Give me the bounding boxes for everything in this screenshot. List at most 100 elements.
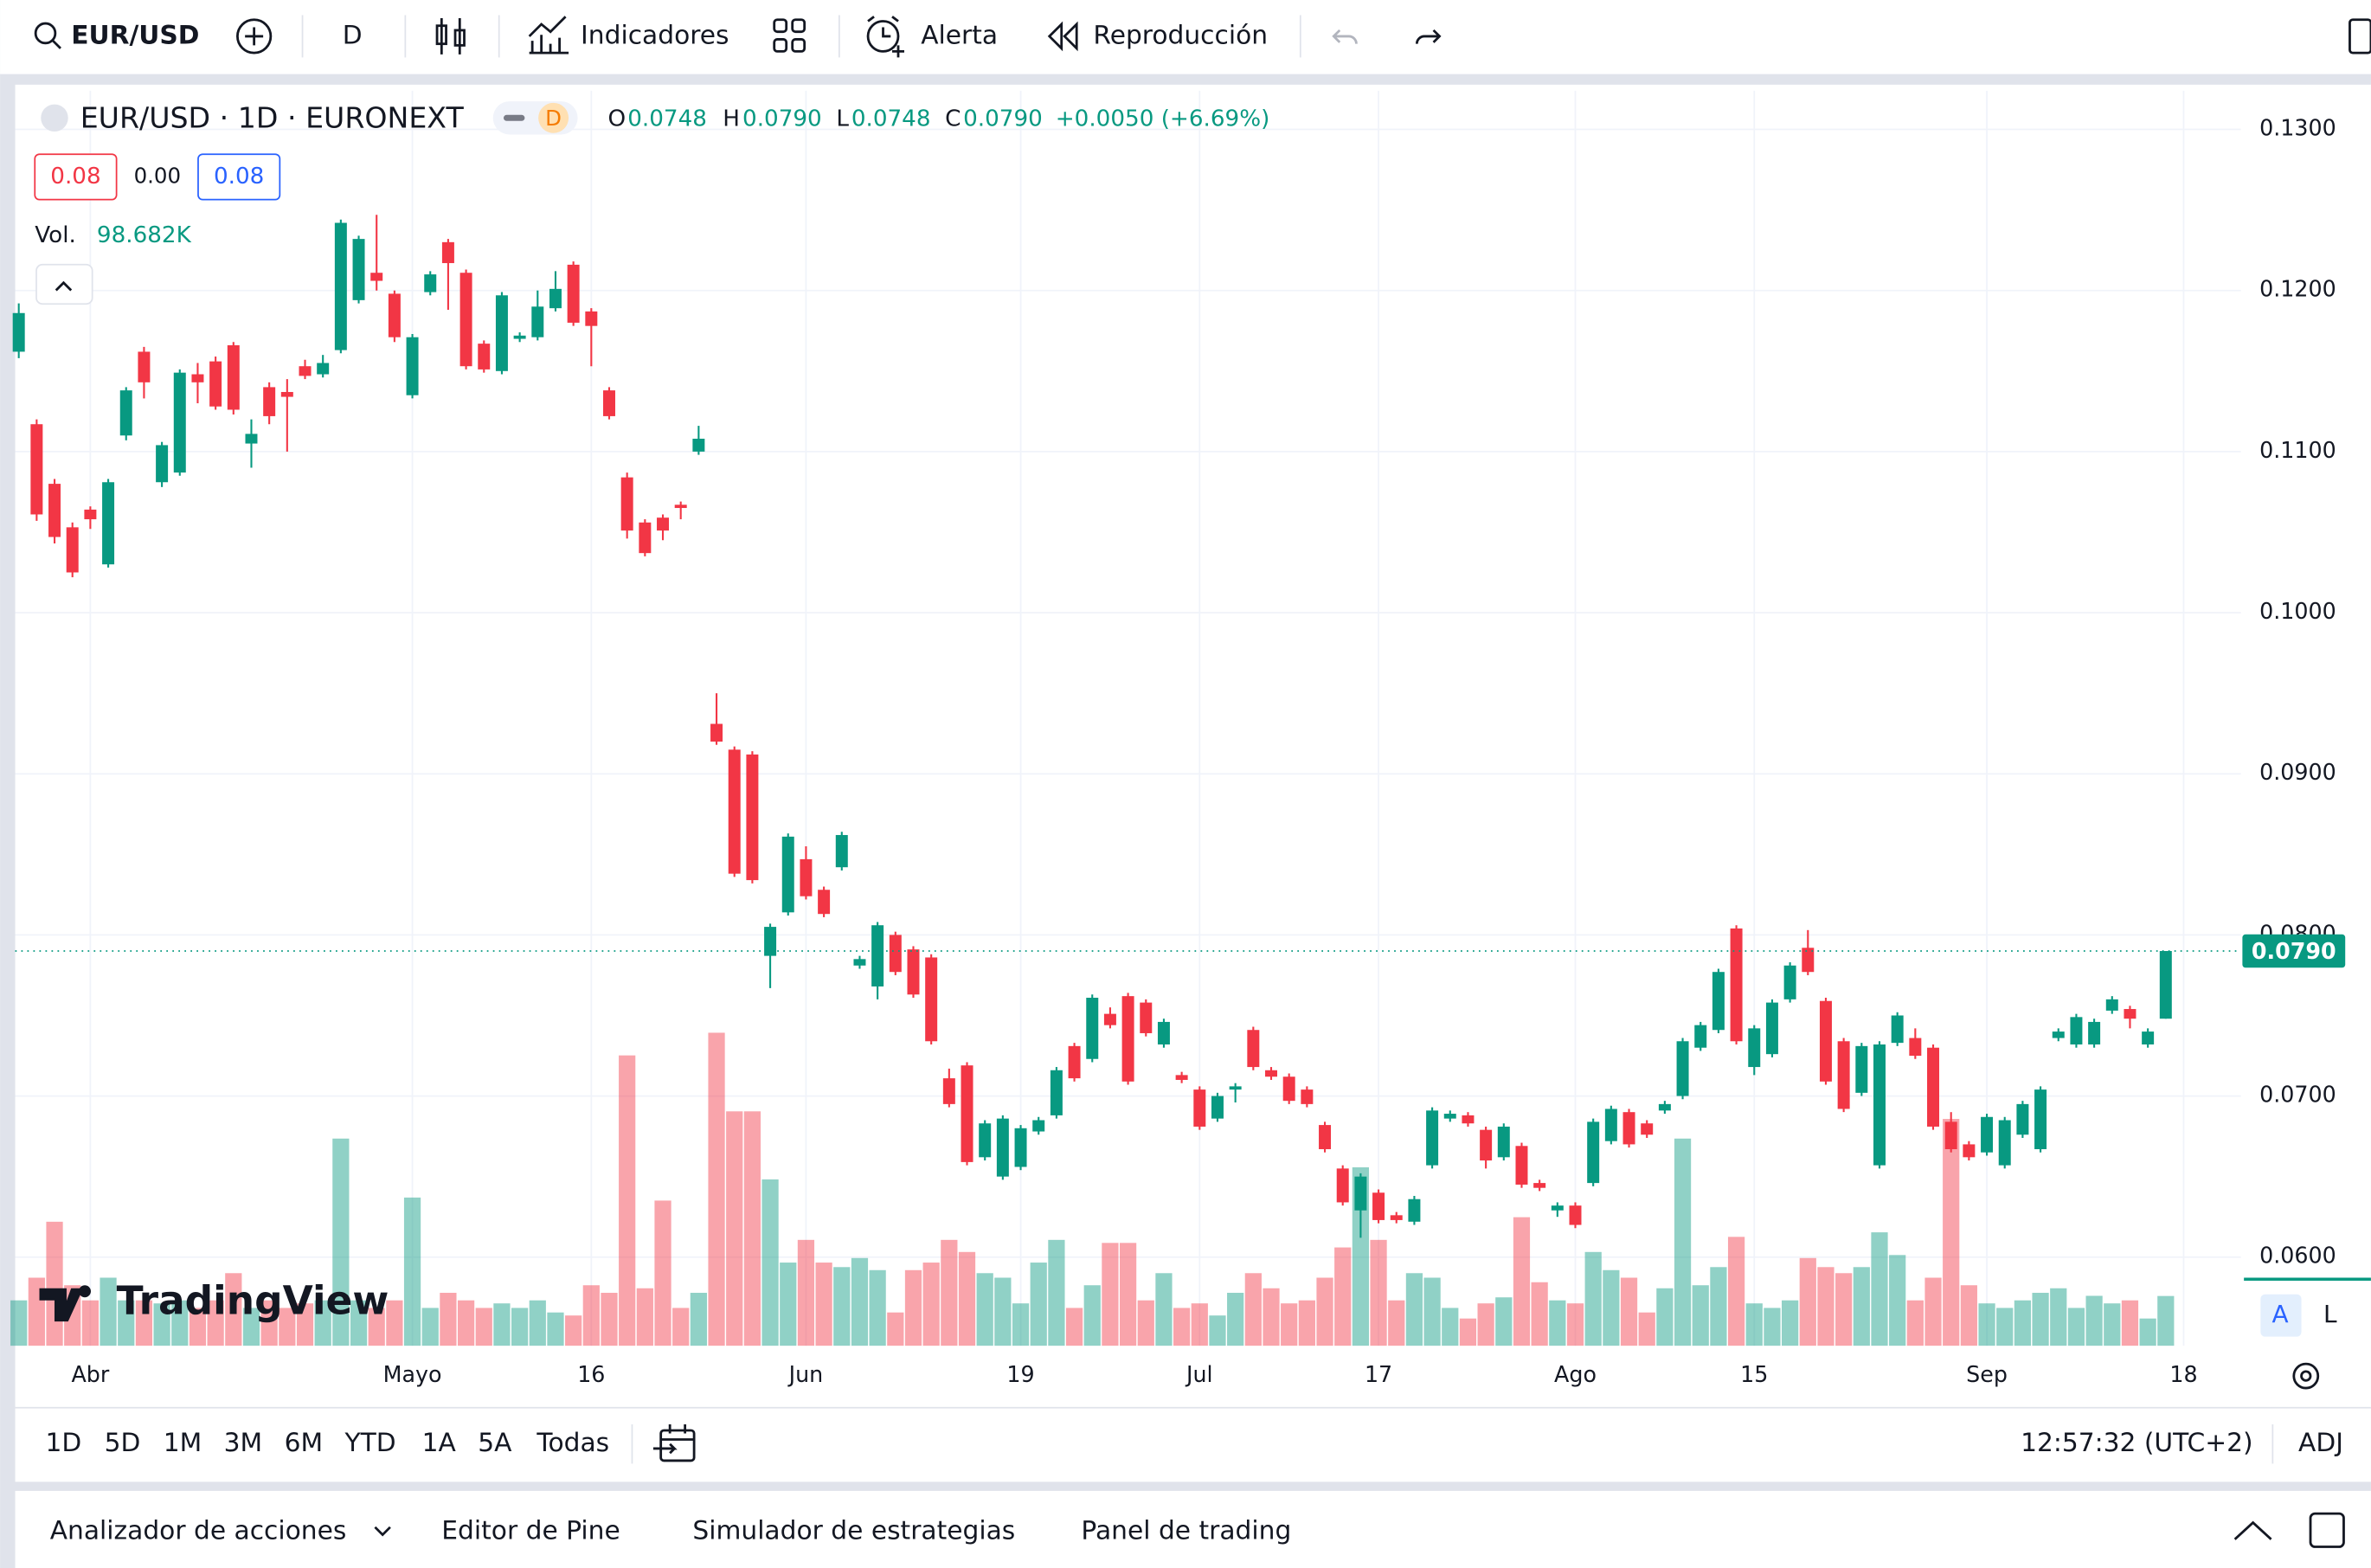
y-tick-label: 0.0600 (2259, 1243, 2336, 1269)
volume-bar (1173, 1308, 1191, 1346)
volume-bar (743, 1111, 761, 1346)
buy-button[interactable] (197, 153, 281, 201)
range-button[interactable]: 1D (45, 1428, 81, 1458)
volume-bar (1423, 1277, 1441, 1346)
range-button[interactable]: 6M (285, 1428, 324, 1458)
volume-bar (994, 1277, 1012, 1346)
candle-body (1963, 1144, 1976, 1158)
candle-body (871, 925, 884, 986)
log-scale-button[interactable]: L (2323, 1300, 2337, 1328)
legend-change: +0.0050 (+6.69%) (1056, 106, 1270, 132)
volume-bar (851, 1257, 869, 1346)
chart-type-button[interactable] (435, 17, 466, 55)
bottom-panel (15, 1490, 2371, 1568)
indicators-button[interactable]: Indicadores (528, 16, 729, 55)
volume-bar (708, 1032, 725, 1346)
range-button[interactable]: 1A (422, 1428, 457, 1458)
candle-body (1676, 1041, 1689, 1096)
legend-label: C (945, 106, 961, 132)
panel-tab[interactable]: Simulador de estrategias (692, 1516, 1015, 1546)
range-button[interactable]: 5A (478, 1428, 512, 1458)
candle-body (2034, 1089, 2047, 1150)
auto-scale-button[interactable] (2260, 1294, 2302, 1337)
candle-body (1802, 948, 1815, 973)
candle-body (1390, 1215, 1403, 1220)
undo-button[interactable] (1332, 29, 1358, 44)
settings-button[interactable] (2292, 1362, 2320, 1390)
candle-body (639, 522, 652, 554)
volume-bar (1566, 1303, 1584, 1346)
replay-button[interactable]: Reproducción (1047, 20, 1268, 52)
volume-bar (1620, 1277, 1638, 1346)
candle-body (495, 295, 508, 371)
compare-button[interactable] (236, 18, 273, 55)
plot: 0.06000.07000.08000.09000.10000.11000.12… (10, 90, 2346, 1387)
range-button[interactable]: 5D (105, 1428, 141, 1458)
panel-tab[interactable]: Panel de trading (1081, 1516, 1291, 1546)
volume-bar (1263, 1288, 1280, 1346)
panel-tab[interactable]: Analizador de acciones (50, 1516, 347, 1546)
candle-body (764, 927, 777, 956)
volume-bar (1459, 1318, 1477, 1346)
candle-body (1443, 1114, 1456, 1119)
volume-bar (46, 1221, 63, 1346)
indicators-icon (528, 16, 569, 55)
candle-body (818, 890, 831, 915)
volume-bar (2067, 1308, 2085, 1346)
volume-bar (797, 1239, 815, 1346)
volume-bar (1388, 1300, 1405, 1346)
candle-body (191, 374, 204, 382)
settings-icon (2300, 1370, 2312, 1382)
candle-body (1873, 1044, 1886, 1166)
clock[interactable]: 12:57:32 (UTC+2) (2021, 1428, 2253, 1458)
maximize-button[interactable] (2309, 1512, 2345, 1548)
goto-date-button[interactable] (652, 1424, 696, 1462)
adj-button[interactable]: ADJ (2298, 1428, 2343, 1458)
toolbar (0, 0, 2371, 74)
volume-bar (1334, 1247, 1352, 1346)
candle-body (209, 361, 222, 407)
volume-bar (153, 1303, 170, 1346)
candle-body (1587, 1121, 1600, 1184)
ohlc-legend: O 0.0748 H 0.0790 L 0.0748 C 0.0790 +0.0… (608, 106, 1270, 132)
volume-bar (171, 1300, 189, 1346)
legend-value: 0.0748 (851, 106, 931, 132)
volume-bar (1638, 1312, 1655, 1346)
candle-body (1658, 1103, 1671, 1111)
volume-bar (690, 1292, 707, 1346)
candle-body (406, 337, 419, 395)
spread: 0.00 (134, 163, 181, 188)
volume-bar (421, 1308, 439, 1346)
interval-button[interactable]: D (343, 20, 363, 50)
volume-bar (869, 1269, 886, 1346)
volume-bar (1137, 1300, 1154, 1346)
candle-body (728, 749, 741, 874)
expand-button[interactable] (2233, 1520, 2272, 1540)
candle-body (1480, 1129, 1493, 1161)
redo-button[interactable] (1415, 29, 1442, 44)
volume-bar (619, 1055, 636, 1346)
layouts-button[interactable] (773, 18, 806, 53)
volume-bar (761, 1179, 779, 1346)
volume-bar (1298, 1300, 1315, 1346)
candle-body (1211, 1096, 1224, 1119)
badge-circle (538, 102, 569, 133)
candle-body (674, 504, 687, 509)
candle-body (1622, 1112, 1635, 1145)
range-button[interactable]: 3M (224, 1428, 263, 1458)
search-button[interactable]: EUR/USD (34, 20, 199, 50)
volume-bar (1405, 1273, 1423, 1346)
range-button[interactable]: YTD (344, 1428, 395, 1458)
range-button[interactable]: 1M (164, 1428, 202, 1458)
sell-button[interactable] (34, 153, 118, 201)
panel-tab[interactable]: Editor de Pine (441, 1516, 620, 1546)
watermark-logo (39, 1285, 92, 1322)
range-button[interactable]: Todas (536, 1428, 609, 1458)
volume-bar (10, 1300, 28, 1346)
volume-bar (2032, 1292, 2049, 1346)
alert-button[interactable]: Alerta (866, 16, 998, 58)
volume-label: Vol. (35, 222, 76, 248)
candle-body (585, 311, 598, 326)
price-label-bg (2242, 934, 2346, 968)
